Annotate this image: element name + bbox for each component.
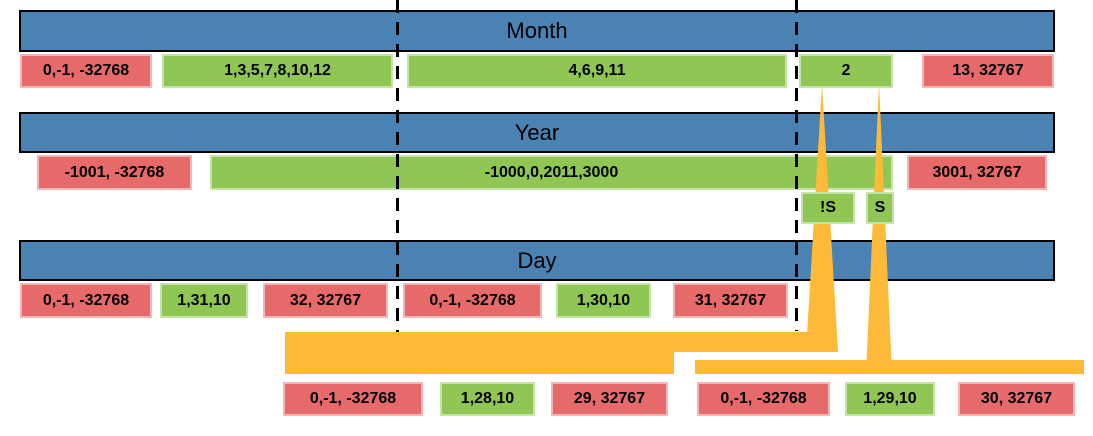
year-invalid-high-box: 3001, 32767 [907, 155, 1047, 190]
feb-leap-invalid-high-box: 30, 32767 [958, 382, 1075, 416]
day-bar: Day [19, 240, 1055, 281]
flow-funnel-leap-bar [695, 360, 1084, 374]
day30-invalid-high-box: 31, 32767 [673, 283, 788, 318]
month-february-box: 2 [799, 54, 893, 88]
dashed-divider-left [396, 0, 399, 332]
year-invalid-low-box: -1001, -32768 [37, 155, 192, 190]
nonleap-flag-box: !S [801, 192, 855, 224]
flow-funnel-nonleap-arm [285, 332, 837, 352]
dashed-divider-right [795, 0, 798, 331]
month-31day-box: 1,3,5,7,8,10,12 [162, 54, 393, 88]
day31-valid-box: 1,31,10 [160, 283, 248, 318]
day30-invalid-low-box: 0,-1, -32768 [403, 283, 542, 318]
leap-flag-box: S [866, 192, 894, 224]
month-30day-box: 4,6,9,11 [407, 54, 787, 88]
day30-valid-box: 1,30,10 [556, 283, 651, 318]
feb-nonleap-invalid-low-box: 0,-1, -32768 [283, 382, 423, 416]
month-bar-title: Month [506, 18, 568, 43]
feb-leap-valid-box: 1,29,10 [845, 382, 935, 416]
year-bar-title: Year [514, 119, 560, 145]
feb-leap-invalid-low-box: 0,-1, -32768 [697, 382, 830, 416]
feb-nonleap-invalid-high-box: 29, 32767 [551, 382, 668, 416]
month-bar: Month [19, 10, 1055, 52]
day31-invalid-low-box: 0,-1, -32768 [20, 283, 152, 318]
year-valid-box: -1000,0,2011,3000 [210, 155, 893, 190]
month-invalid-high-box: 13, 32767 [922, 54, 1054, 88]
flow-funnel-nonleap-bar [285, 352, 674, 374]
day31-invalid-high-box: 32, 32767 [263, 283, 388, 318]
feb-nonleap-valid-box: 1,28,10 [440, 382, 535, 416]
year-bar: Year [19, 112, 1055, 153]
day-bar-title: Day [517, 247, 557, 273]
month-invalid-low-box: 0,-1, -32768 [20, 54, 152, 88]
